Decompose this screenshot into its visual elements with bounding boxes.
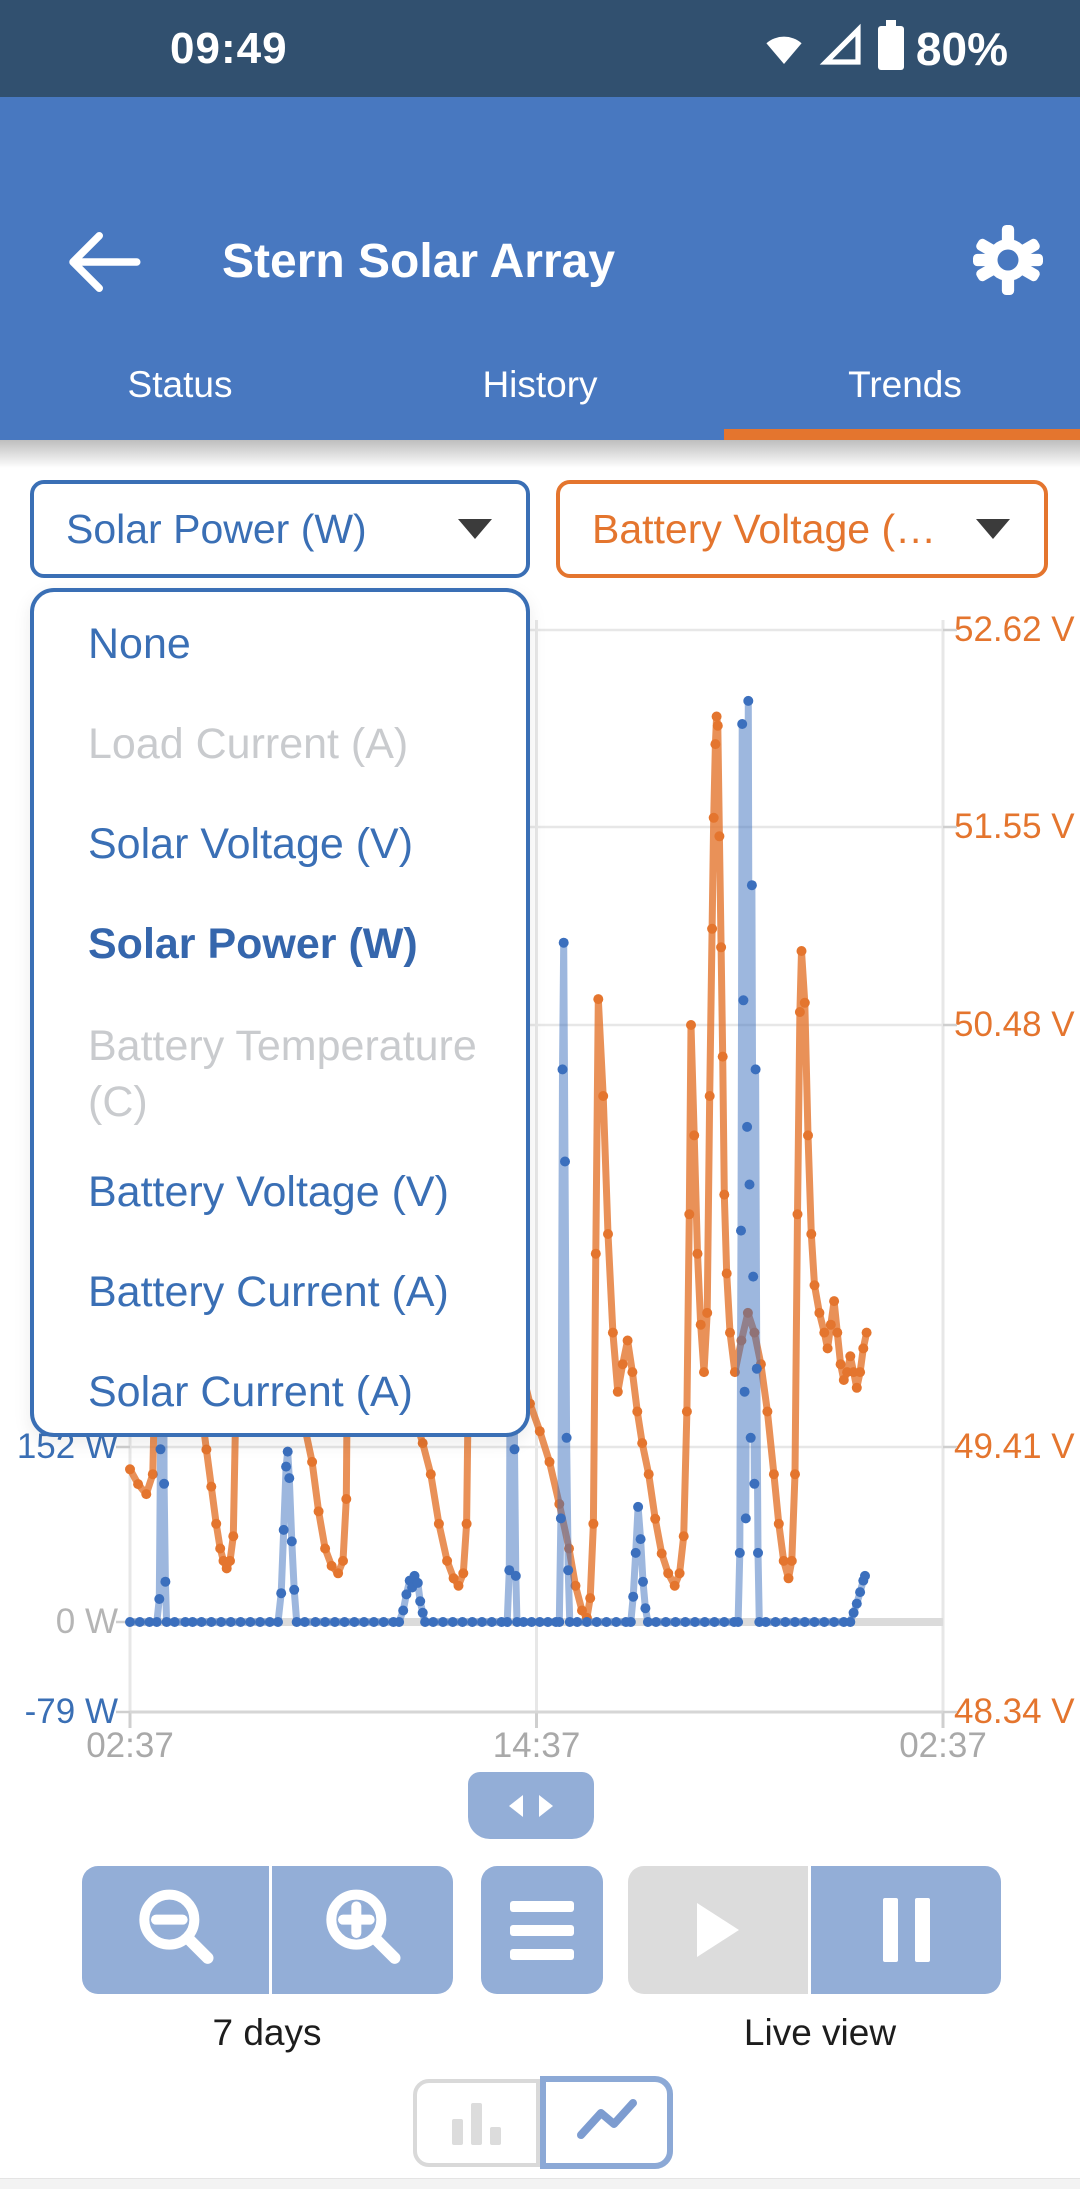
- right-axis-tick: 48.34 V: [954, 1692, 1075, 1731]
- pause-button[interactable]: [811, 1866, 1001, 1994]
- battery-percentage: 80%: [915, 22, 1008, 75]
- left-parameter-value: Solar Power (W): [66, 505, 367, 552]
- battery-icon: [876, 20, 906, 77]
- x-axis-tick: 14:37: [492, 1726, 581, 1765]
- line-chart-icon: [571, 2093, 643, 2152]
- x-axis-tick: 02:37: [86, 1726, 174, 1765]
- menu-item-load-current-a: Load Current (A): [88, 719, 409, 768]
- left-axis-tick: -79 W: [24, 1692, 118, 1731]
- tab-status[interactable]: Status: [127, 364, 233, 405]
- back-button[interactable]: [58, 217, 148, 307]
- live-view-label: Live view: [743, 2012, 897, 2053]
- menu-item-solar-power-w[interactable]: Solar Power (W): [88, 919, 418, 968]
- range-menu-button[interactable]: [481, 1866, 603, 1994]
- chevron-down-icon: [976, 519, 1010, 539]
- zoom-in-icon: [313, 1878, 413, 1983]
- parameter-dropdown-menu: None Load Current (A) Solar Voltage (V) Sol…: [30, 588, 530, 1437]
- zoom-range-label: 7 days: [212, 2012, 322, 2053]
- menu-item-none[interactable]: None: [88, 619, 191, 668]
- bar-chart-mode-button[interactable]: [413, 2079, 540, 2167]
- chevron-down-icon: [458, 519, 492, 539]
- menu-item-solar-voltage-v[interactable]: Solar Voltage (V): [88, 819, 414, 868]
- settings-button[interactable]: [962, 207, 1054, 317]
- right-axis-tick: 50.48 V: [954, 1005, 1075, 1044]
- app-bar-shadow: [0, 440, 1080, 468]
- zoom-in-button[interactable]: [272, 1866, 453, 1994]
- left-axis-tick: 0 W: [55, 1602, 118, 1641]
- bar-chart-icon: [452, 2119, 463, 2145]
- line-chart-mode-button[interactable]: [540, 2076, 673, 2169]
- menu-item-solar-current-a[interactable]: Solar Current (A): [88, 1367, 413, 1416]
- tab-history[interactable]: History: [482, 364, 598, 405]
- tab-trends[interactable]: Trends: [848, 364, 962, 405]
- right-parameter-value: Battery Voltage (…: [592, 505, 937, 552]
- menu-icon: [510, 1900, 574, 1912]
- left-parameter-selector[interactable]: Solar Power (W): [30, 480, 530, 578]
- play-icon: [697, 1903, 739, 1957]
- cell-signal-icon: [818, 22, 866, 75]
- zoom-out-icon: [126, 1878, 226, 1983]
- menu-item-battery-temperature-c: Battery Temperature (C): [88, 1022, 477, 1126]
- right-axis-tick: 52.62 V: [954, 610, 1075, 649]
- zoom-out-button[interactable]: [82, 1866, 269, 1994]
- play-button: [628, 1866, 808, 1994]
- bottom-edge-strip: [0, 2178, 1080, 2189]
- pause-icon: [882, 1898, 898, 1962]
- page-title: Stern Solar Array: [222, 235, 616, 288]
- pan-left-icon: [509, 1794, 523, 1817]
- menu-item-battery-current-a[interactable]: Battery Current (A): [88, 1267, 449, 1316]
- clock: 09:49: [170, 24, 288, 73]
- x-axis-tick: 02:37: [899, 1726, 987, 1765]
- app-bar: Stern Solar Array: [0, 97, 1080, 440]
- right-axis-tick: 49.41 V: [954, 1427, 1075, 1466]
- right-parameter-selector[interactable]: Battery Voltage (…: [556, 480, 1048, 578]
- wifi-icon: [760, 22, 808, 75]
- right-axis-tick: 51.55 V: [954, 807, 1075, 846]
- gear-icon: [966, 218, 1050, 307]
- status-icons: 80%: [760, 0, 1008, 97]
- pan-right-icon: [539, 1794, 553, 1817]
- chart-pan-handle[interactable]: [468, 1772, 594, 1839]
- status-bar: 09:49 80%: [0, 0, 1080, 97]
- active-tab-indicator: [724, 429, 1080, 440]
- menu-item-battery-voltage-v[interactable]: Battery Voltage (V): [88, 1167, 449, 1216]
